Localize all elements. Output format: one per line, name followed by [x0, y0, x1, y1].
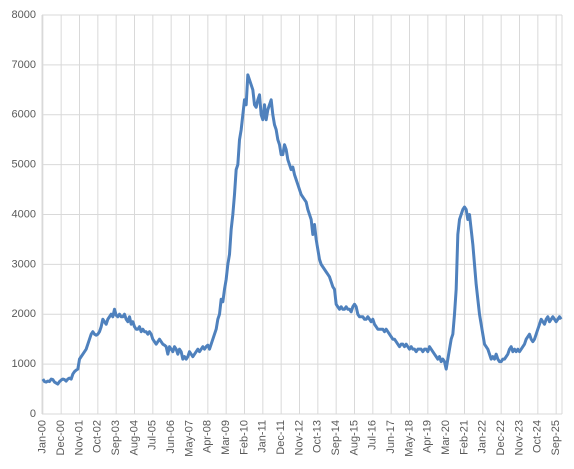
x-tick-label: Mar-09	[220, 420, 232, 455]
y-tick-label: 7000	[12, 59, 36, 71]
x-tick-label: May-07	[183, 420, 195, 457]
y-tick-label: 8000	[12, 9, 36, 21]
x-tick-label: Feb-21	[458, 420, 470, 455]
y-tick-label: 3000	[12, 258, 36, 270]
x-tick-label: Jan-22	[477, 420, 489, 454]
x-tick-label: Apr-08	[202, 420, 214, 453]
x-tick-label: Jan-00	[37, 420, 49, 454]
x-tick-label: Aug-15	[348, 420, 360, 455]
x-tick-label: Apr-19	[422, 420, 434, 453]
y-tick-label: 1000	[12, 358, 36, 370]
x-tick-label: Jan-11	[257, 420, 269, 453]
x-tick-label: Aug-04	[128, 420, 140, 455]
y-tick-label: 6000	[12, 109, 36, 121]
x-tick-label: Sep-25	[550, 420, 562, 455]
x-tick-label: Oct-24	[532, 420, 544, 453]
x-tick-label: Sep-03	[110, 420, 122, 455]
x-tick-label: Mar-20	[440, 420, 452, 455]
y-tick-label: 2000	[12, 308, 36, 320]
x-tick-label: Dec-11	[275, 420, 287, 455]
x-tick-label: Jul-16	[367, 420, 379, 450]
x-tick-label: Nov-01	[73, 420, 85, 455]
x-tick-label: Jun-06	[165, 420, 177, 454]
x-tick-label: Jun-17	[385, 420, 397, 454]
y-tick-label: 4000	[12, 208, 36, 220]
y-tick-label: 5000	[12, 159, 36, 171]
x-tick-label: Jul-05	[147, 420, 159, 450]
x-tick-label: Nov-12	[293, 420, 305, 455]
x-tick-label: Oct-13	[312, 420, 324, 453]
data-line	[41, 73, 563, 386]
x-tick-label: Dec-00	[55, 420, 67, 455]
y-tick-label: 0	[30, 408, 36, 420]
x-tick-label: Sep-14	[330, 420, 342, 455]
x-tick-label: Oct-02	[92, 420, 104, 453]
x-tick-label: Feb-10	[238, 420, 250, 455]
x-tick-label: Dec-22	[495, 420, 507, 455]
x-tick-label: May-18	[403, 420, 415, 457]
x-tick-label: Nov-23	[513, 420, 525, 455]
